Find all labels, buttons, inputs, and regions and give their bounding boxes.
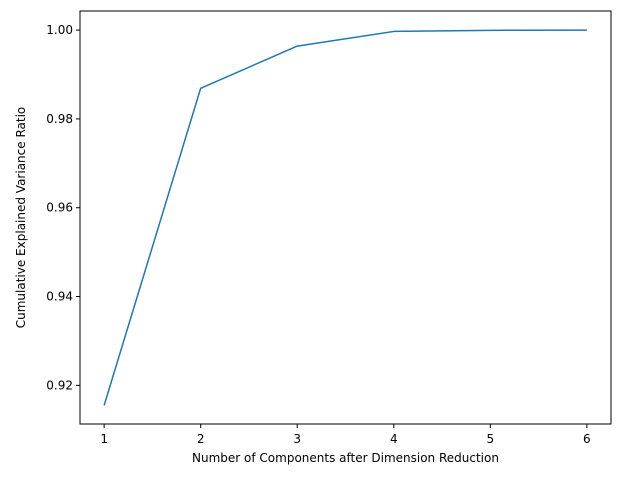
y-tick-label: 0.98 xyxy=(46,112,73,126)
x-tick-label: 4 xyxy=(390,432,398,446)
x-axis-label: Number of Components after Dimension Red… xyxy=(192,451,499,465)
y-tick-label: 1.00 xyxy=(46,23,73,37)
x-tick-label: 5 xyxy=(486,432,494,446)
y-axis-label: Cumulative Explained Variance Ratio xyxy=(14,107,28,329)
x-tick-label: 6 xyxy=(583,432,591,446)
y-tick-label: 0.92 xyxy=(46,378,73,392)
x-tick-label: 1 xyxy=(100,432,108,446)
series-lines xyxy=(103,29,587,406)
y-axis-ticks: 0.92 0.94 0.96 0.98 1.00 xyxy=(46,23,80,392)
x-tick-label: 2 xyxy=(197,432,205,446)
plot-frame xyxy=(79,10,612,425)
series-line-0 xyxy=(103,29,587,406)
x-tick-label: 3 xyxy=(293,432,301,446)
x-axis-ticks: 1 2 3 4 5 6 xyxy=(100,424,591,446)
y-tick-label: 0.94 xyxy=(46,290,73,304)
y-tick-label: 0.96 xyxy=(46,201,73,215)
